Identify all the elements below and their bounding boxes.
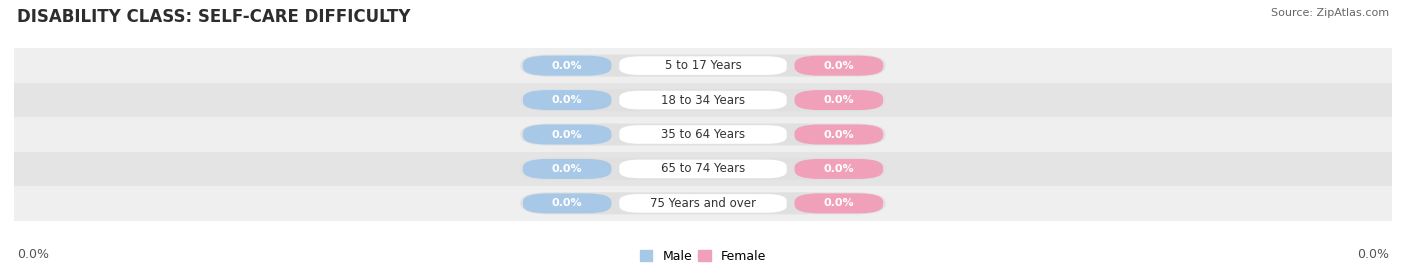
FancyBboxPatch shape	[523, 125, 612, 144]
Text: 0.0%: 0.0%	[553, 198, 582, 208]
Bar	[14, 83, 1392, 117]
FancyBboxPatch shape	[794, 193, 883, 213]
Text: 0.0%: 0.0%	[553, 129, 582, 140]
FancyBboxPatch shape	[619, 91, 787, 109]
Text: 0.0%: 0.0%	[553, 61, 582, 71]
FancyBboxPatch shape	[520, 123, 886, 146]
FancyBboxPatch shape	[619, 125, 787, 144]
FancyBboxPatch shape	[523, 193, 612, 213]
Text: 65 to 74 Years: 65 to 74 Years	[661, 162, 745, 175]
Text: 35 to 64 Years: 35 to 64 Years	[661, 128, 745, 141]
Text: 5 to 17 Years: 5 to 17 Years	[665, 59, 741, 72]
FancyBboxPatch shape	[794, 90, 883, 110]
FancyBboxPatch shape	[619, 194, 787, 213]
FancyBboxPatch shape	[520, 192, 886, 214]
FancyBboxPatch shape	[794, 125, 883, 144]
Text: 0.0%: 0.0%	[824, 164, 853, 174]
FancyBboxPatch shape	[794, 159, 883, 179]
FancyBboxPatch shape	[523, 159, 612, 179]
Text: 0.0%: 0.0%	[1357, 248, 1389, 261]
FancyBboxPatch shape	[520, 158, 886, 180]
Text: 0.0%: 0.0%	[824, 129, 853, 140]
FancyBboxPatch shape	[619, 56, 787, 75]
Text: 18 to 34 Years: 18 to 34 Years	[661, 94, 745, 107]
Bar	[14, 117, 1392, 152]
Bar	[14, 48, 1392, 83]
Legend: Male, Female: Male, Female	[640, 250, 766, 263]
Text: 0.0%: 0.0%	[553, 164, 582, 174]
FancyBboxPatch shape	[619, 160, 787, 178]
FancyBboxPatch shape	[794, 56, 883, 76]
Bar	[14, 152, 1392, 186]
Bar	[14, 186, 1392, 221]
Text: 0.0%: 0.0%	[824, 61, 853, 71]
FancyBboxPatch shape	[520, 55, 886, 77]
FancyBboxPatch shape	[520, 89, 886, 111]
Text: Source: ZipAtlas.com: Source: ZipAtlas.com	[1271, 8, 1389, 18]
Text: 0.0%: 0.0%	[553, 95, 582, 105]
Text: 75 Years and over: 75 Years and over	[650, 197, 756, 210]
Text: DISABILITY CLASS: SELF-CARE DIFFICULTY: DISABILITY CLASS: SELF-CARE DIFFICULTY	[17, 8, 411, 26]
Text: 0.0%: 0.0%	[824, 198, 853, 208]
Text: 0.0%: 0.0%	[17, 248, 49, 261]
FancyBboxPatch shape	[523, 56, 612, 76]
FancyBboxPatch shape	[523, 90, 612, 110]
Text: 0.0%: 0.0%	[824, 95, 853, 105]
